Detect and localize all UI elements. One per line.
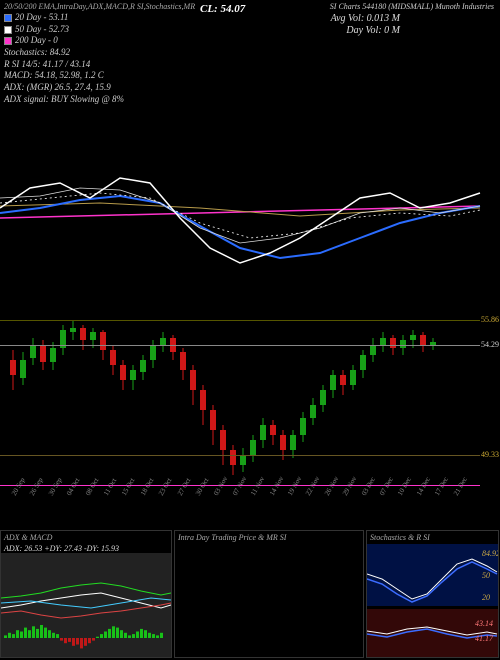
svg-text:20: 20: [482, 593, 490, 602]
intraday-panel[interactable]: Intra Day Trading Price & MR SI: [174, 530, 364, 658]
price-tag: 49.33: [480, 450, 500, 459]
header-right: SI Charts 544180 (MIDSMALL) Munoth Indus…: [330, 2, 494, 12]
adx-chart: [1, 553, 172, 658]
intra-title: Intra Day Trading Price & MR SI: [175, 531, 363, 544]
header-center: CL: 54.07: [200, 2, 245, 16]
chart-id: SI Charts 544180 (MIDSMALL) Munoth Indus…: [330, 2, 494, 12]
stoch-chart: 84.92 50 20 43.14 41.17: [367, 544, 499, 657]
label-stoch: Stochastics: 84.92: [4, 47, 124, 59]
label-ema50: 50 Day - 52.73: [15, 24, 69, 36]
ma-panel[interactable]: [0, 88, 500, 288]
adx-macd-panel[interactable]: ADX & MACD ADX: 26.53 +DY: 27.43 -DY: 15…: [0, 530, 172, 658]
swatch-ema20: [4, 14, 12, 22]
date-axis: 20 Sep26 Sep30 Sep04 Oct08 Oct11 Oct15 O…: [0, 485, 480, 505]
ma-chart: [0, 88, 500, 288]
stochastics-panel[interactable]: Stochastics & R SI 84.92 50 20 43.14 41.17: [366, 530, 499, 658]
close-price: CL: 54.07: [200, 3, 245, 15]
svg-text:43.14: 43.14: [475, 619, 493, 628]
swatch-ema200: [4, 37, 12, 45]
adx-title: ADX & MACD: [1, 531, 171, 544]
adx-subtitle: ADX: 26.53 +DY: 27.43 -DY: 15.93: [1, 544, 171, 553]
candle-panel[interactable]: 55.86 54.29 49.33 20 Sep26 Sep30 Sep04 Oct…: [0, 290, 500, 505]
label-ema20: 20 Day - 53.11: [15, 12, 68, 24]
day-vol: Day Vol: 0 M: [346, 24, 400, 37]
svg-text:50: 50: [482, 571, 490, 580]
label-rsi: R SI 14/5: 41.17 / 43.14: [4, 59, 124, 71]
svg-text:84.92: 84.92: [482, 549, 499, 558]
stoch-title: Stochastics & R SI: [367, 531, 498, 544]
swatch-ema50: [4, 26, 12, 34]
label-macd: MACD: 54.18, 52.98, 1.2 C: [4, 70, 124, 82]
price-tag: 55.86: [480, 315, 500, 324]
svg-text:41.17: 41.17: [475, 634, 494, 643]
price-tag: 54.29: [480, 340, 500, 349]
label-ema200: 200 Day - 0: [15, 35, 58, 47]
